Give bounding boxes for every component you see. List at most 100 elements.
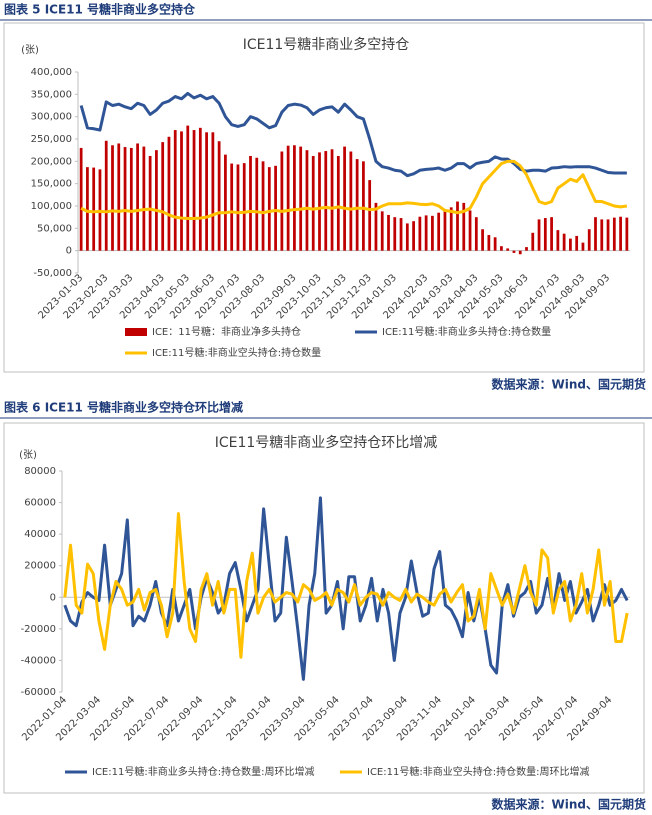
bar xyxy=(198,127,202,251)
bar xyxy=(155,150,158,251)
bar xyxy=(249,155,252,251)
bar xyxy=(173,130,177,251)
bar xyxy=(205,132,208,251)
bar xyxy=(280,151,284,251)
bar xyxy=(267,167,271,251)
bar xyxy=(493,237,497,251)
bar xyxy=(368,180,372,251)
bar xyxy=(343,146,346,251)
bar xyxy=(581,242,585,251)
bar xyxy=(537,219,541,251)
bar xyxy=(180,131,183,251)
bar xyxy=(211,132,215,251)
y-axis-unit: (张) xyxy=(21,44,39,56)
line xyxy=(80,159,628,221)
bar xyxy=(456,201,459,251)
bar xyxy=(449,207,453,251)
y-tick-label: 40000 xyxy=(24,529,56,540)
line xyxy=(63,512,629,659)
bar xyxy=(468,210,472,251)
bar xyxy=(230,163,234,251)
y-tick-label: 250,000 xyxy=(31,134,72,145)
bar xyxy=(192,130,196,251)
bar xyxy=(129,147,133,251)
bar xyxy=(405,223,409,251)
bar xyxy=(543,218,547,251)
legend-swatch xyxy=(125,328,147,336)
bar xyxy=(374,202,378,251)
bar xyxy=(481,229,484,251)
bar xyxy=(117,143,121,251)
y-tick-label: -20000 xyxy=(21,624,56,635)
bar xyxy=(518,250,522,255)
bar xyxy=(274,165,277,251)
bar xyxy=(92,167,96,251)
bar xyxy=(349,151,353,251)
bar xyxy=(79,147,83,251)
bar xyxy=(487,235,491,251)
bar xyxy=(236,164,240,251)
bar xyxy=(387,214,390,251)
bar xyxy=(123,147,127,251)
bar xyxy=(330,149,334,251)
bar xyxy=(399,218,403,251)
legend-label: ICE：11号糖：非商业净多头持仓 xyxy=(152,325,301,338)
bar xyxy=(318,152,321,251)
bar xyxy=(380,211,384,251)
bar xyxy=(242,163,246,251)
bar xyxy=(186,125,190,251)
bar xyxy=(412,221,415,251)
legend-label: ICE:11号糖:非商业空头持仓:持仓数量 xyxy=(152,346,321,359)
bar xyxy=(293,145,296,251)
bar xyxy=(336,155,340,251)
y-tick-label: -60000 xyxy=(21,687,56,698)
bar xyxy=(443,210,447,251)
bar xyxy=(600,219,604,251)
bar xyxy=(431,215,434,251)
bar xyxy=(393,217,397,251)
bar xyxy=(587,229,591,251)
bar xyxy=(299,146,303,251)
y-tick-label: 400,000 xyxy=(31,67,72,78)
bar xyxy=(286,145,290,251)
y-axis-unit: (张) xyxy=(19,449,37,461)
y-tick-label: 350,000 xyxy=(31,89,72,100)
bar xyxy=(167,136,171,251)
bar xyxy=(305,150,309,251)
bar xyxy=(550,217,553,251)
legend-label: ICE:11号糖:非商业多头持仓:持仓数量 xyxy=(382,325,551,338)
bar xyxy=(261,161,265,251)
bar xyxy=(255,157,259,251)
bar xyxy=(506,248,510,251)
bar xyxy=(224,154,227,251)
bar xyxy=(569,238,572,251)
bar xyxy=(556,230,560,251)
bar xyxy=(525,247,528,251)
bar xyxy=(562,233,566,251)
bar xyxy=(474,217,478,251)
y-tick-label: 60000 xyxy=(24,498,56,509)
bar xyxy=(575,235,579,251)
bar xyxy=(531,232,535,251)
bar xyxy=(594,217,597,251)
bar xyxy=(324,151,328,251)
chart-frame xyxy=(3,22,645,373)
bar xyxy=(148,155,152,251)
bar xyxy=(217,141,221,251)
bar xyxy=(619,216,622,251)
chart-title: ICE11号糖非商业多空持仓 xyxy=(243,36,410,53)
bar xyxy=(437,212,441,251)
legend-label: ICE:11号糖:非商业空头持仓:持仓数量:周环比增减 xyxy=(367,765,589,778)
y-tick-label: 80000 xyxy=(24,466,56,477)
bar xyxy=(500,246,503,251)
y-tick-label: 100,000 xyxy=(31,201,72,212)
source: 数据来源：Wind、国元期货 xyxy=(492,377,646,392)
line xyxy=(79,91,627,178)
y-tick-label: 200,000 xyxy=(31,156,72,167)
y-tick-label: 0 xyxy=(50,592,56,603)
bar xyxy=(612,217,616,251)
bar xyxy=(111,145,114,251)
figure-caption: 图表 6 ICE11 号糖非商业多空持仓环比增减 xyxy=(4,400,243,415)
bar xyxy=(355,159,359,251)
